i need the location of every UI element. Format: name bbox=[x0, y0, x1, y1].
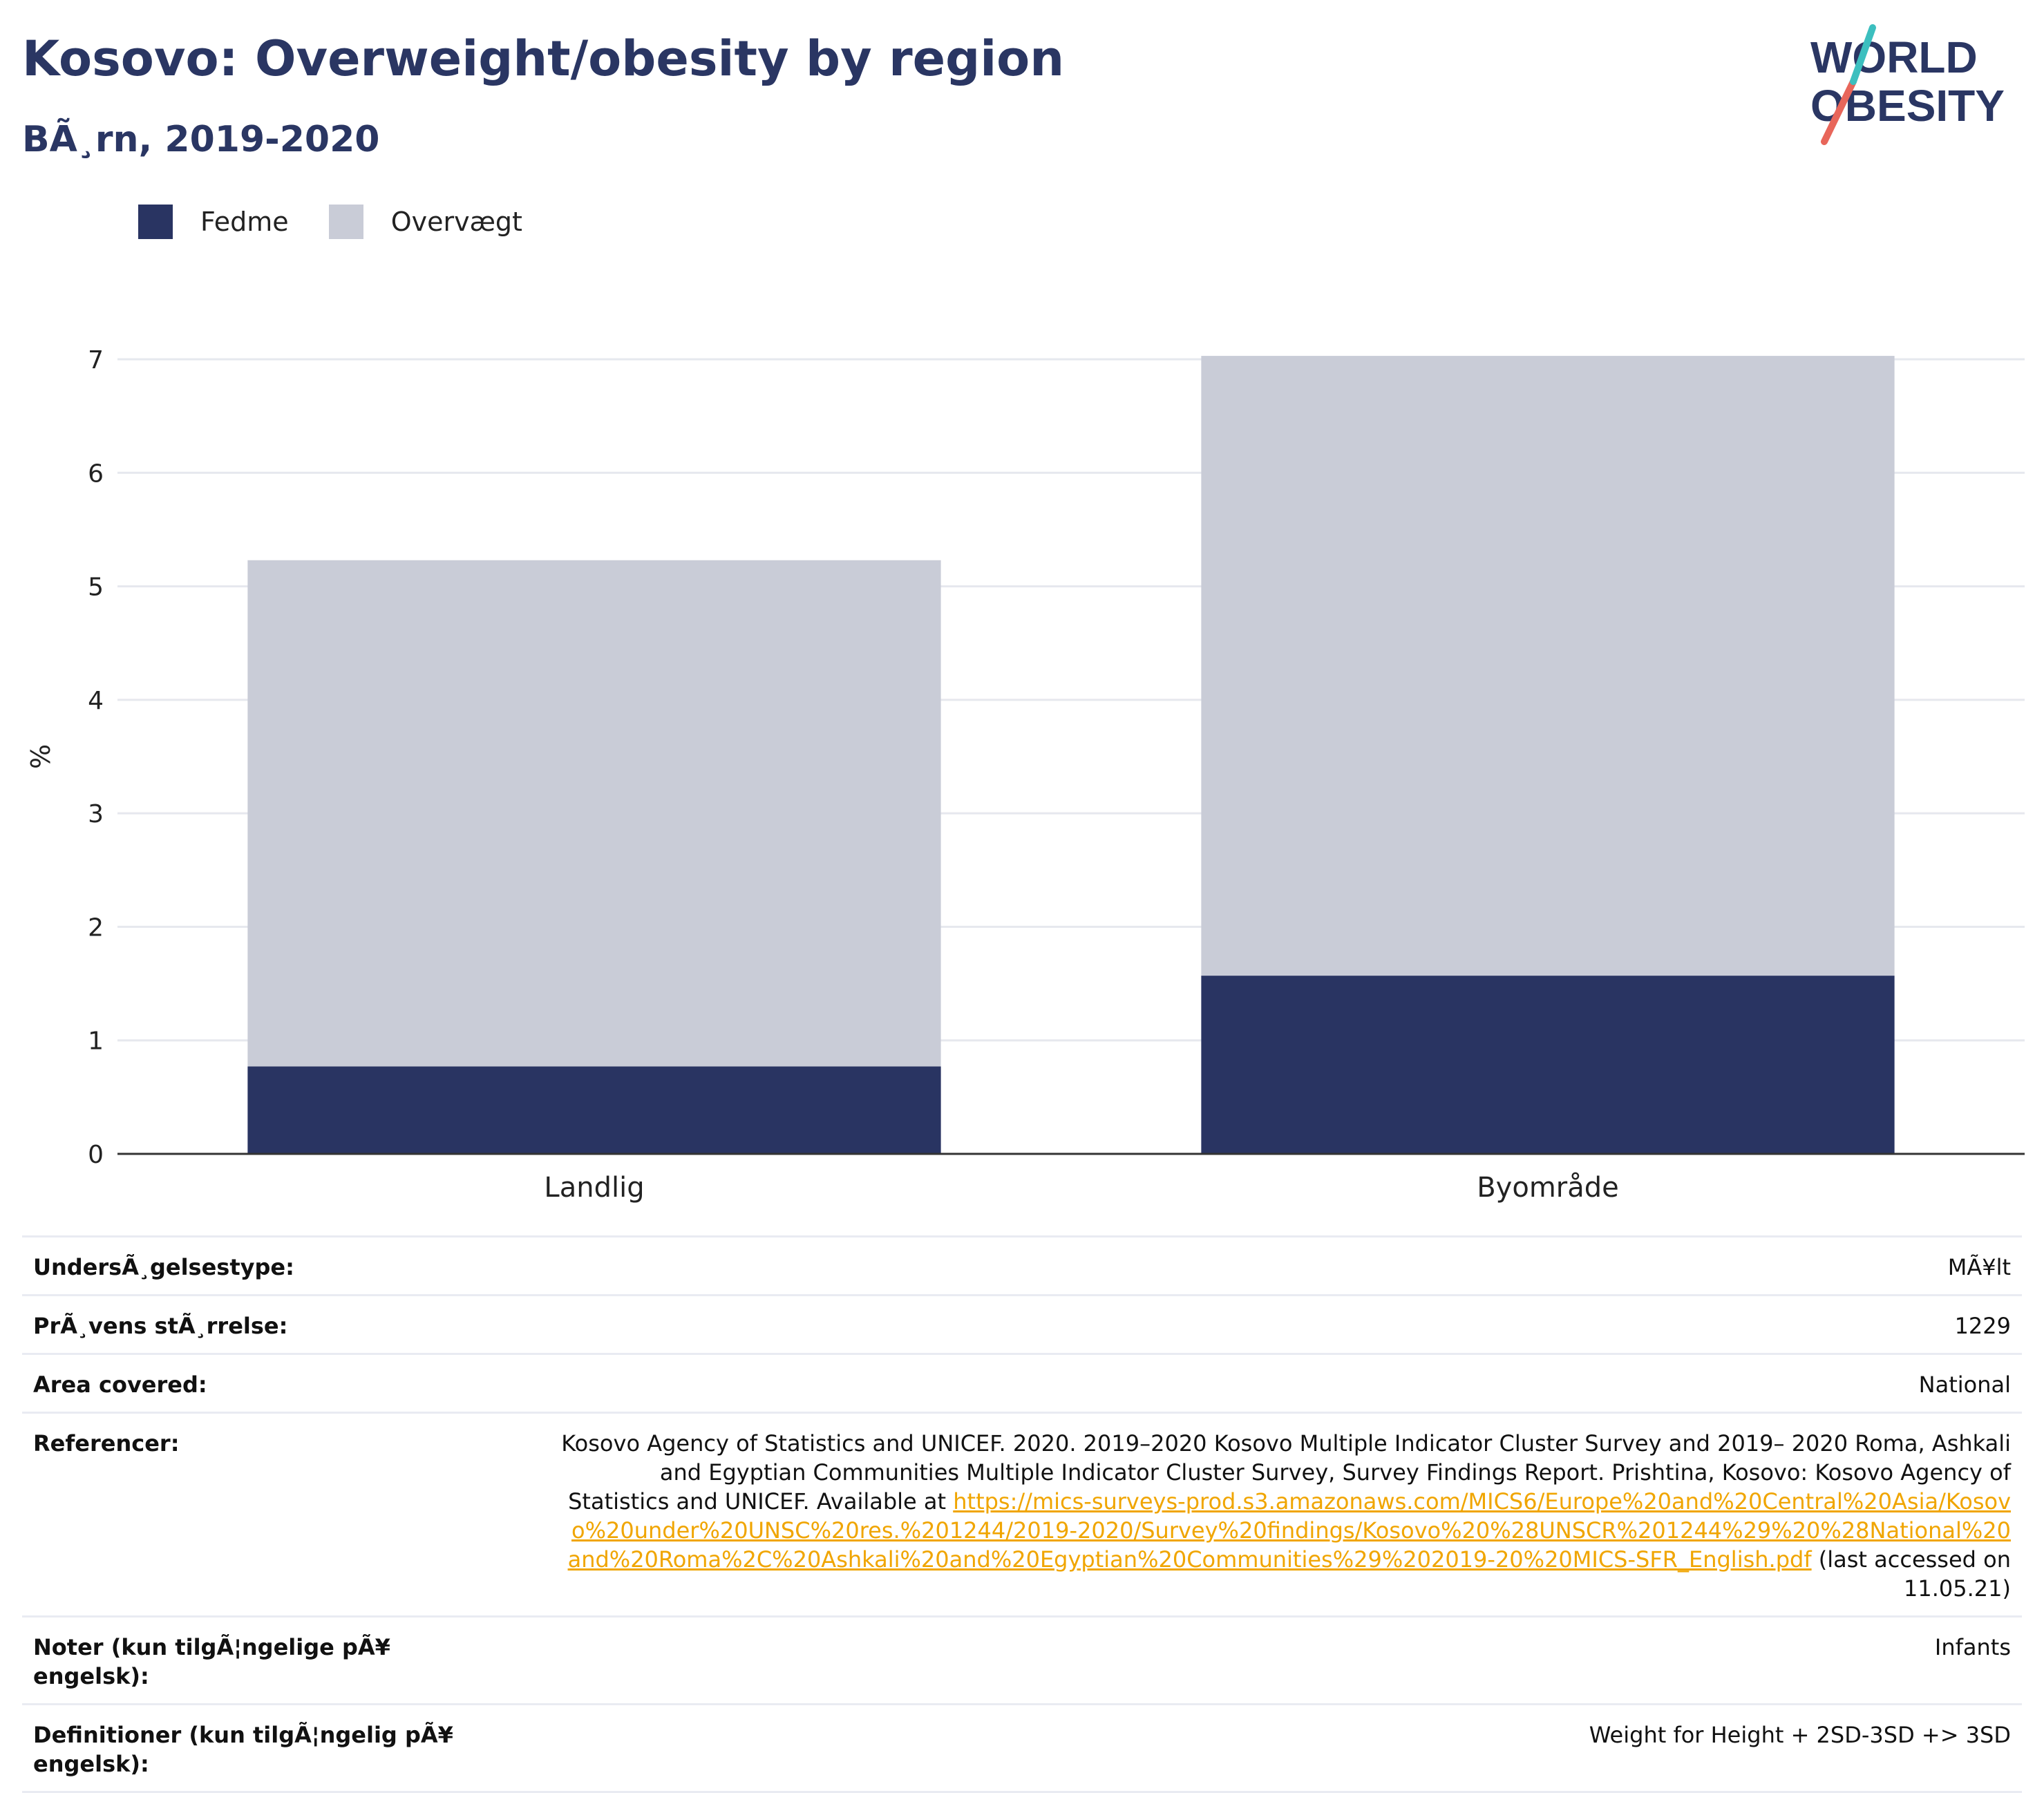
info-key: PrÃ¸vens stÃ¸rrelse: bbox=[33, 1313, 288, 1339]
info-key: Definitioner (kun tilgÃ¦ngelig pÃ¥ engel… bbox=[33, 1722, 453, 1777]
legend-item-overvaegt[interactable]: Overvægt bbox=[328, 205, 522, 239]
info-row-area-covered: Area covered: National bbox=[22, 1355, 2022, 1414]
y-tick-label: 5 bbox=[88, 573, 104, 602]
info-row-definitions: Definitioner (kun tilgÃ¦ngelig pÃ¥ engel… bbox=[22, 1705, 2022, 1793]
info-table: UndersÃ¸gelsestype: MÃ¥lt PrÃ¸vens stÃ¸r… bbox=[22, 1235, 2022, 1793]
world-obesity-logo: WORLD OBESITY bbox=[1810, 24, 2005, 145]
y-tick-label: 7 bbox=[88, 346, 104, 374]
y-axis-label: % bbox=[26, 744, 56, 769]
legend-label-overvaegt: Overvægt bbox=[390, 207, 522, 237]
y-tick-label: 2 bbox=[88, 913, 104, 942]
info-key: Area covered: bbox=[33, 1372, 207, 1398]
info-value: Weight for Height + 2SD-3SD +> 3SD bbox=[1589, 1722, 2011, 1748]
info-value: Infants bbox=[1934, 1634, 2011, 1660]
info-row-notes: Noter (kun tilgÃ¦ngelige pÃ¥ engelsk): I… bbox=[22, 1618, 2022, 1705]
reference-suffix: (last accessed on 11.05.21) bbox=[1811, 1546, 2011, 1602]
info-value-reference: Kosovo Agency of Statistics and UNICEF. … bbox=[558, 1429, 2011, 1603]
reference-link[interactable]: https://mics-surveys-prod.s3.amazonaws.c… bbox=[567, 1488, 2011, 1573]
legend-label-fedme: Fedme bbox=[200, 207, 289, 237]
info-value: MÃ¥lt bbox=[1947, 1254, 2011, 1280]
reference-text: Kosovo Agency of Statistics and UNICEF. … bbox=[561, 1430, 2011, 1515]
y-tick-label: 0 bbox=[88, 1141, 104, 1169]
legend-item-fedme[interactable]: Fedme bbox=[138, 205, 289, 239]
y-tick-label: 6 bbox=[88, 459, 104, 488]
info-row-sample-size: PrÃ¸vens stÃ¸rrelse: 1229 bbox=[22, 1296, 2022, 1355]
logo-word-1: WORLD bbox=[1810, 32, 1978, 82]
bar-overvaegt bbox=[247, 560, 941, 1067]
info-row-references: Referencer: Kosovo Agency of Statistics … bbox=[22, 1414, 2022, 1618]
info-key: Referencer: bbox=[33, 1430, 180, 1457]
chart-legend: Fedme Overvægt bbox=[138, 205, 562, 239]
info-row-survey-type: UndersÃ¸gelsestype: MÃ¥lt bbox=[22, 1237, 2022, 1296]
logo-slash-red bbox=[1821, 78, 1857, 145]
bar-fedme bbox=[1201, 976, 1895, 1154]
legend-swatch-overvaegt bbox=[328, 205, 363, 239]
x-tick-label: Landlig bbox=[544, 1172, 644, 1204]
y-tick-label: 3 bbox=[88, 800, 104, 828]
page-subtitle: BÃ¸rn, 2019-2020 bbox=[22, 119, 380, 160]
bar-fedme bbox=[247, 1066, 941, 1154]
x-tick-label: Byområde bbox=[1477, 1172, 1619, 1204]
y-tick-label: 1 bbox=[88, 1027, 104, 1056]
stacked-bar-chart: 0 1 2 3 4 5 6 7% Landlig Byområde bbox=[26, 346, 2025, 1204]
y-tick-label: 4 bbox=[88, 687, 104, 715]
page-title: Kosovo: Overweight/obesity by region bbox=[22, 30, 1065, 87]
logo-slash-teal bbox=[1850, 24, 1876, 85]
info-value: 1229 bbox=[1954, 1313, 2011, 1339]
legend-swatch-fedme bbox=[138, 205, 173, 239]
bar-overvaegt bbox=[1201, 356, 1895, 976]
info-key: UndersÃ¸gelsestype: bbox=[33, 1254, 294, 1280]
info-value: National bbox=[1918, 1372, 2011, 1398]
info-key: Noter (kun tilgÃ¦ngelige pÃ¥ engelsk): bbox=[33, 1634, 390, 1689]
